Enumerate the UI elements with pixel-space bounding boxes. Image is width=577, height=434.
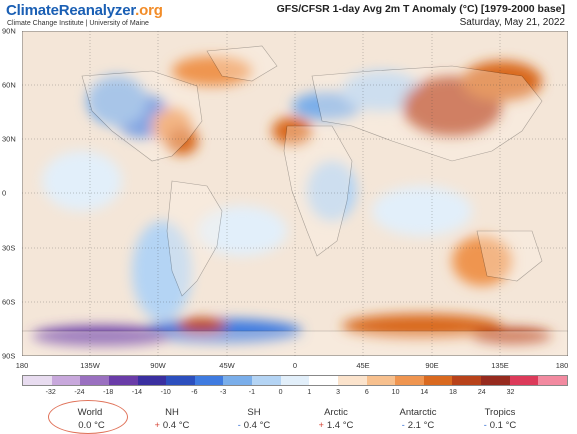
stat-nh-sign: + (154, 420, 160, 430)
colorbar-segment (166, 376, 195, 385)
colorbar-tick-label: 3 (336, 389, 341, 396)
stat-arctic: Arctic +1.4 °C (296, 407, 376, 431)
colorbar (22, 375, 568, 386)
colorbar-tick-label: -32 (45, 389, 56, 396)
colorbar-segment (309, 376, 338, 385)
stat-nh-number: 0.4 °C (162, 420, 190, 431)
stat-tropics-name: Tropics (484, 407, 516, 418)
stat-arctic-name: Arctic (324, 407, 348, 418)
graticule (22, 31, 568, 356)
stat-nh-value: +0.4 °C (132, 420, 212, 431)
lon-label-180w: 180 (15, 361, 29, 370)
lat-label-60s: 60S (2, 297, 16, 307)
brand-name-suffix: .org (135, 2, 163, 19)
lon-label-45w: 45W (219, 361, 235, 370)
anomaly-field (32, 56, 552, 346)
colorbar-segment (337, 376, 367, 385)
colorbar-segment (23, 376, 52, 385)
colorbar-segment (280, 376, 310, 385)
stat-tropics: Tropics -0.1 °C (460, 407, 540, 431)
lon-label-135w: 135W (80, 361, 100, 370)
colorbar-tick-label: -18 (103, 389, 114, 396)
colorbar-tick-label: 1 (307, 389, 312, 396)
lon-label-90w: 90W (150, 361, 166, 370)
stat-antarctic-name: Antarctic (399, 407, 437, 418)
stat-world-number: 0.0 °C (78, 420, 105, 431)
stat-nh-name: NH (165, 407, 179, 418)
stat-sh-value: -0.4 °C (214, 420, 294, 431)
colorbar-segment (452, 376, 481, 385)
lat-label-30n: 30N (2, 134, 16, 144)
brand-name: ClimateReanalyzer.org (6, 2, 163, 19)
temperature-anomaly-map (22, 31, 568, 356)
colorbar-labels: -32 -24 -18 -14 -10 -6 -3 -1 0 1 3 6 10 14 18 24 32 (22, 389, 568, 399)
stat-world-value: 0.0 °C (50, 420, 130, 431)
stat-arctic-sign: + (318, 420, 324, 430)
lat-label-0: 0 (2, 188, 7, 198)
colorbar-segment (223, 376, 252, 385)
map-date: Saturday, May 21, 2022 (459, 17, 565, 28)
colorbar-segment (366, 376, 396, 385)
colorbar-tick-label: 32 (506, 389, 515, 396)
colorbar-tick-label: 18 (449, 389, 457, 396)
lon-label-180e: 180 (555, 361, 569, 370)
lat-label-60n: 60N (2, 80, 16, 90)
colorbar-tick-label: 24 (477, 389, 486, 396)
stat-tropics-value: -0.1 °C (460, 420, 540, 431)
stat-world: World 0.0 °C (50, 407, 130, 431)
colorbar-tick-label: 6 (364, 389, 369, 396)
stat-tropics-sign: - (483, 420, 487, 430)
map-canvas (22, 31, 568, 356)
colorbar-tick-label: 10 (391, 389, 400, 396)
colorbar-segment (51, 376, 81, 385)
colorbar-tick-label: -1 (248, 389, 256, 396)
stat-antarctic: Antarctic -2.1 °C (378, 407, 458, 431)
colorbar-segment (252, 376, 281, 385)
stat-tropics-number: 0.1 °C (489, 420, 517, 431)
colorbar-tick-label: -3 (220, 389, 227, 396)
colorbar-tick-label: -10 (160, 389, 171, 396)
stat-sh-number: 0.4 °C (243, 420, 271, 431)
colorbar-tick-label: 14 (420, 389, 429, 396)
stat-arctic-number: 1.4 °C (326, 420, 354, 431)
colorbar-segment (538, 376, 567, 385)
stat-arctic-value: +1.4 °C (296, 420, 376, 431)
brand-logo[interactable]: ClimateReanalyzer.org Climate Change Ins… (6, 2, 186, 32)
lon-label-135e: 135E (491, 361, 509, 370)
stat-sh-sign: - (237, 420, 241, 430)
land-masses (22, 45, 568, 356)
lat-label-90s: 90S (2, 351, 16, 361)
stat-sh: SH -0.4 °C (214, 407, 294, 431)
stat-nh: NH +0.4 °C (132, 407, 212, 431)
colorbar-segment (395, 376, 424, 385)
colorbar-tick-label: -6 (191, 389, 198, 396)
colorbar-segment (80, 376, 109, 385)
stat-sh-name: SH (247, 407, 261, 418)
lat-label-90n: 90N (2, 26, 16, 36)
brand-name-main: ClimateReanalyzer (6, 2, 136, 19)
colorbar-segment (481, 376, 510, 385)
colorbar-segment (423, 376, 453, 385)
map-title: GFS/CFSR 1-day Avg 2m T Anomaly (°C) [19… (276, 3, 565, 15)
lat-label-30s: 30S (2, 243, 16, 253)
stat-antarctic-value: -2.1 °C (378, 420, 458, 431)
colorbar-segment (108, 376, 138, 385)
colorbar-segment (194, 376, 224, 385)
stat-antarctic-sign: - (401, 420, 405, 430)
colorbar-tick-label: -24 (74, 389, 85, 396)
colorbar-tick-label: -14 (131, 389, 142, 396)
lon-label-45e: 45E (356, 361, 370, 370)
colorbar-tick-label: 0 (278, 389, 283, 396)
stat-antarctic-number: 2.1 °C (407, 420, 435, 431)
lon-label-0: 0 (292, 361, 298, 370)
colorbar-segment (509, 376, 539, 385)
lon-label-90e: 90E (425, 361, 439, 370)
brand-subtitle: Climate Change Institute | University of… (7, 20, 149, 27)
colorbar-segment (137, 376, 167, 385)
stat-world-name: World (77, 407, 103, 418)
